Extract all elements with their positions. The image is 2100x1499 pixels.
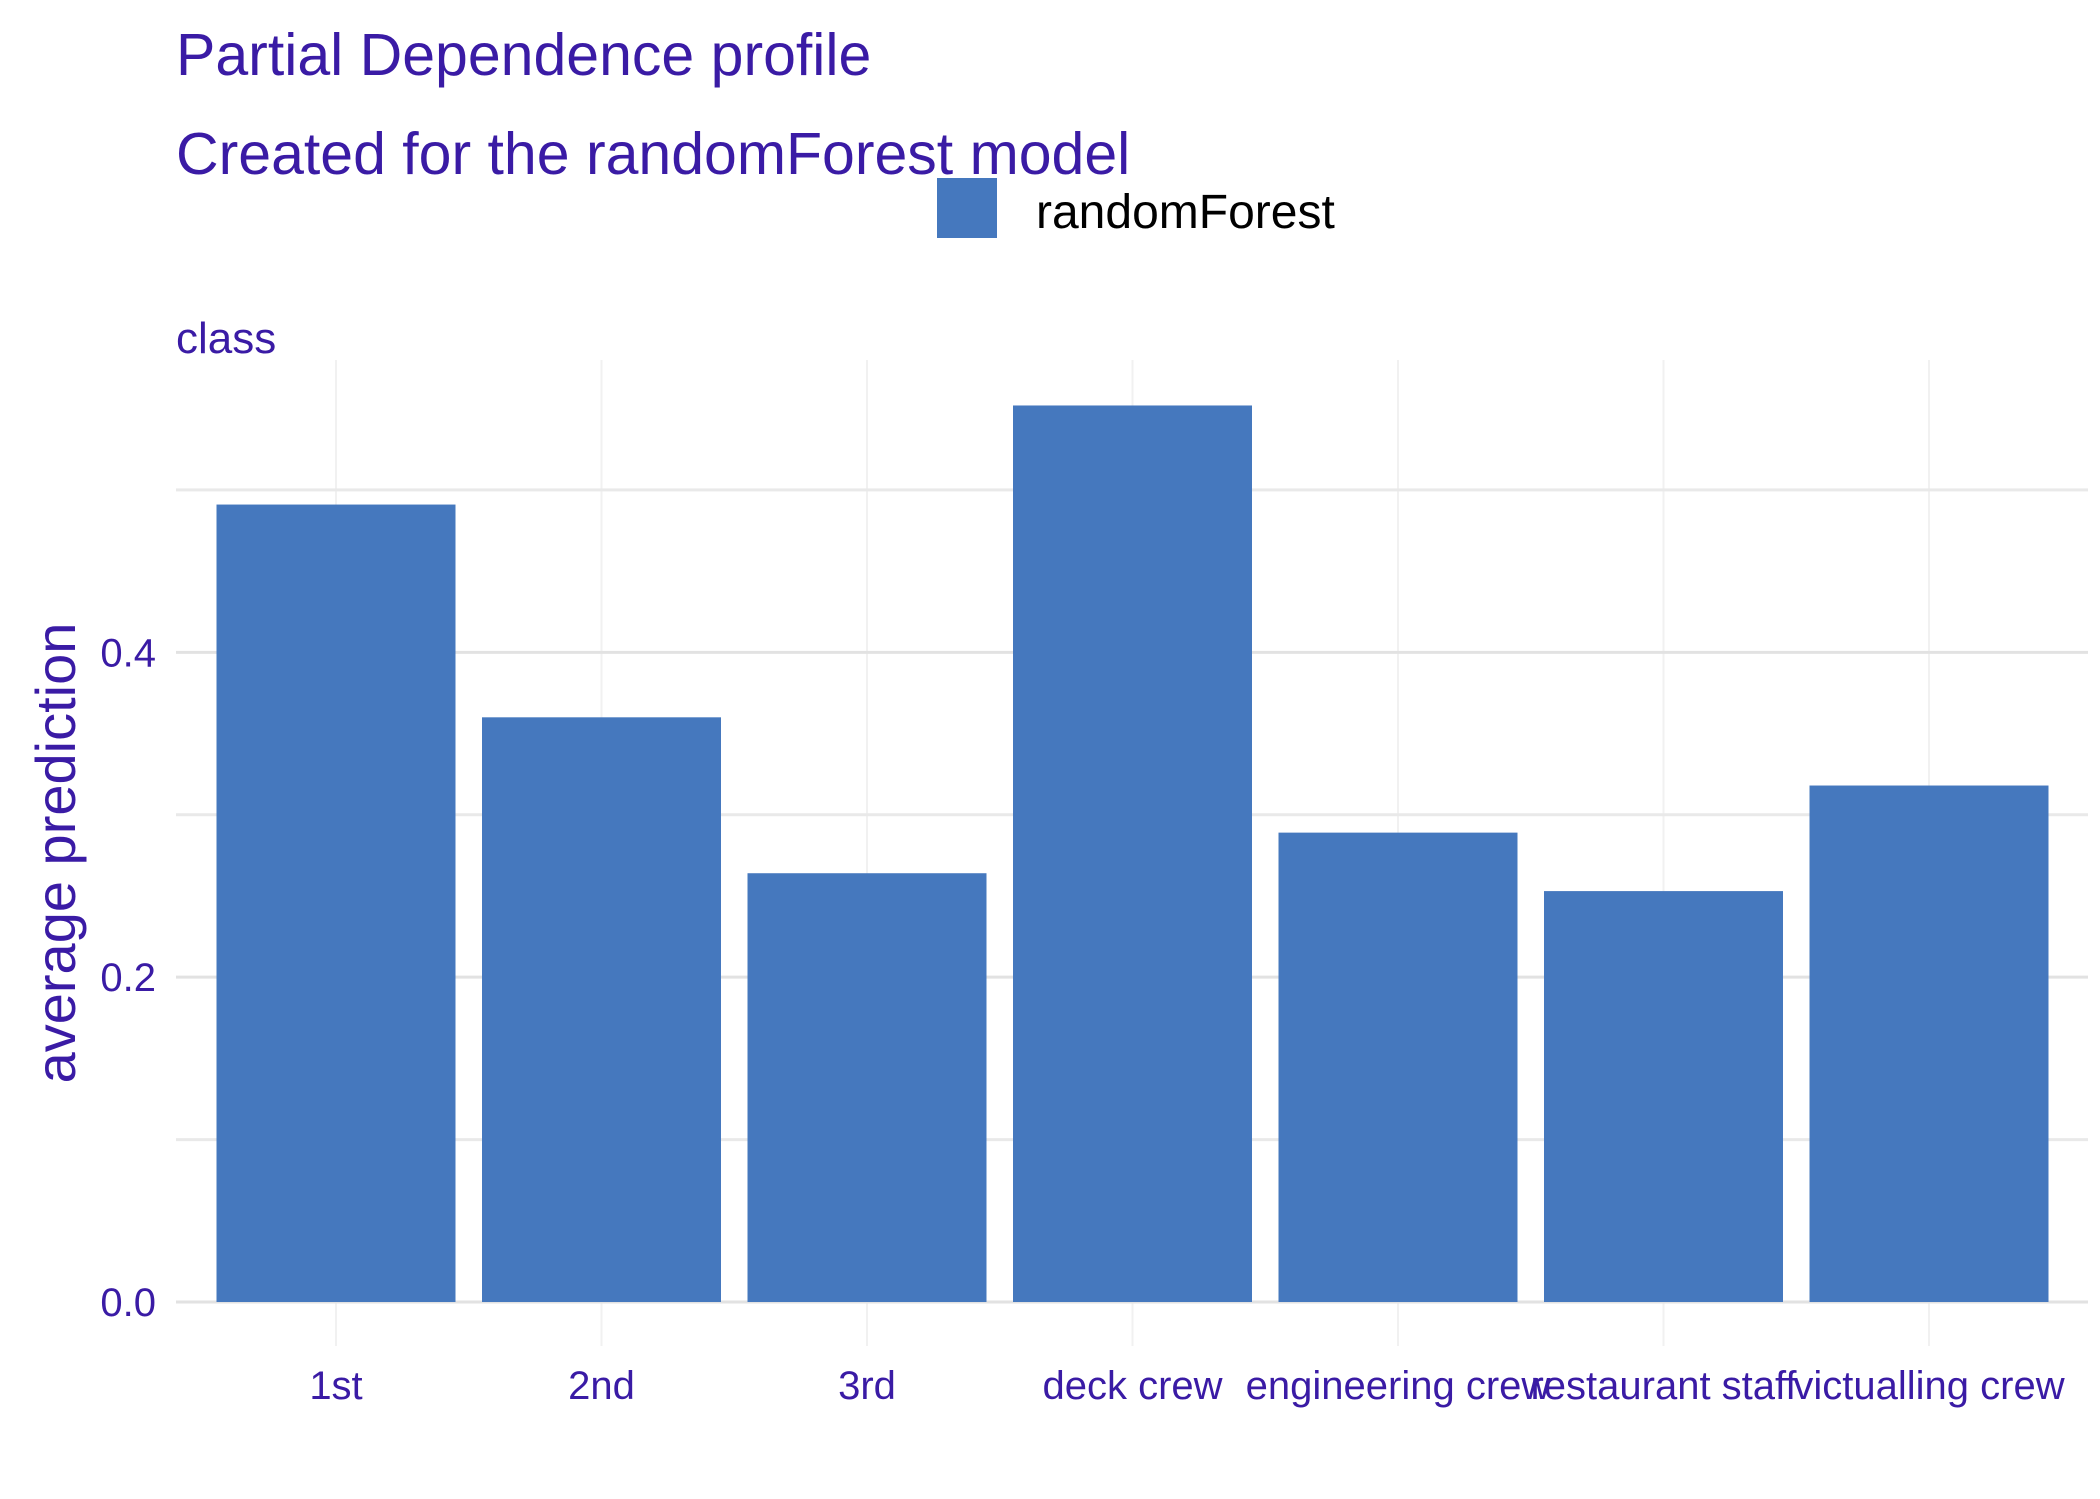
plot-panel: 0.0 0.2 0.4 1st 2nd 3rd deck crew engineering … — [100, 360, 2088, 1408]
bar — [747, 873, 987, 1302]
y-tick-label: 0.0 — [100, 1281, 156, 1325]
x-tick-label: engineering crew — [1246, 1364, 1551, 1408]
x-tick-label: restaurant staff — [1530, 1364, 1797, 1408]
x-axis-ticks: 1st 2nd 3rd deck crew engineering crewrestau… — [309, 1364, 2064, 1408]
y-axis-ticks: 0.0 0.2 0.4 — [100, 631, 156, 1325]
x-tick-label: 2nd — [568, 1364, 635, 1408]
bar — [216, 504, 456, 1302]
bar — [1544, 891, 1783, 1302]
y-axis-label: average prediction — [24, 623, 87, 1084]
bar — [1278, 832, 1518, 1302]
legend-swatch — [937, 178, 997, 238]
title-block: Partial Dependence profile Created for t… — [176, 22, 1130, 187]
chart-subtitle: Created for the randomForest model — [176, 121, 1130, 187]
legend-label: randomForest — [1036, 186, 1335, 239]
bar — [482, 717, 721, 1302]
bar — [1013, 405, 1252, 1303]
x-tick-label: victualling crew — [1793, 1364, 2064, 1408]
x-tick-label: deck crew — [1042, 1364, 1222, 1408]
x-tick-label: 1st — [309, 1364, 362, 1408]
chart-title: Partial Dependence profile — [176, 22, 871, 88]
y-tick-label: 0.2 — [100, 956, 156, 1000]
legend: randomForest — [937, 178, 1335, 239]
y-tick-label: 0.4 — [100, 631, 156, 675]
bar — [1809, 785, 2049, 1302]
bars — [216, 405, 2049, 1303]
x-tick-label: 3rd — [838, 1364, 896, 1408]
facet-label: class — [176, 314, 276, 363]
